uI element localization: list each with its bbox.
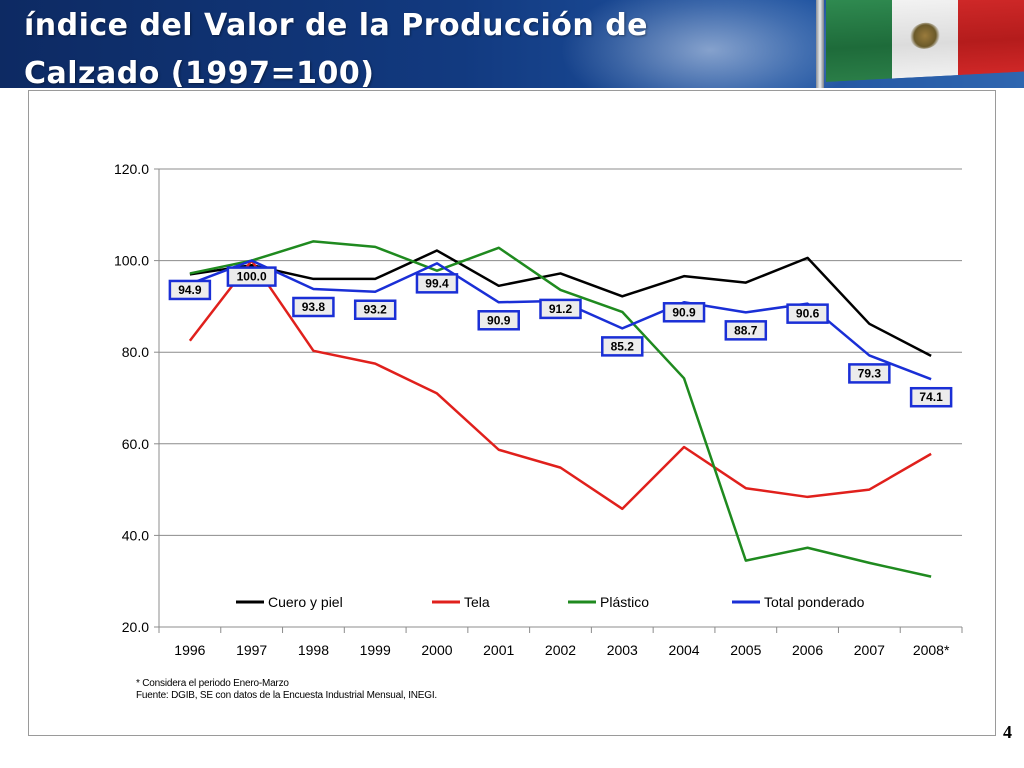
- series-lines: [188, 240, 932, 578]
- data-label-box: [724, 320, 768, 341]
- data-label-text: 90.9: [672, 305, 696, 319]
- x-tick-label: 2002: [545, 642, 576, 658]
- data-label: 91.2: [539, 298, 582, 320]
- footnote-period: * Considera el periodo Enero-Marzo: [136, 678, 289, 689]
- data-label: 90.9: [477, 310, 520, 331]
- data-label-box: [909, 386, 953, 408]
- data-label-text: 90.9: [487, 313, 511, 327]
- data-label-text: 91.2: [549, 302, 573, 316]
- data-label-text: 88.7: [734, 323, 758, 337]
- x-tick-label: 2008*: [913, 642, 950, 658]
- data-label: 88.7: [724, 320, 768, 341]
- data-label-box: [415, 273, 459, 294]
- y-tick-label: 100.0: [114, 253, 149, 269]
- chart-frame: [28, 90, 996, 736]
- data-label: 90.6: [786, 303, 829, 324]
- data-label: 90.9: [662, 302, 706, 323]
- footnote: * Considera el periodo Enero-Marzo Fuent…: [136, 678, 437, 702]
- data-label-box: [848, 363, 891, 384]
- data-label-text: 93.8: [302, 300, 326, 314]
- x-tick-label: 1998: [298, 642, 329, 658]
- chart-axes: [154, 168, 963, 633]
- x-tick-label: 2000: [421, 642, 452, 658]
- data-label-text: 94.9: [178, 283, 202, 297]
- data-label-box: [662, 302, 706, 323]
- data-label: 85.2: [601, 336, 644, 357]
- y-tick-labels: 20.0 40.0 60.0 80.0 100.0 120.0: [114, 161, 149, 635]
- data-label-box: [292, 296, 335, 318]
- legend-label: Tela: [464, 594, 490, 610]
- x-tick-labels: 1996 1997 1998 1999 2000 2001 2002 2003 2004 2005…: [174, 642, 950, 658]
- legend-item: Tela: [432, 594, 490, 610]
- flag-pole: [816, 0, 824, 88]
- x-tick-label: 1997: [236, 642, 267, 658]
- data-label-text: 100.0: [237, 270, 267, 284]
- data-label-box: [786, 303, 829, 324]
- grid-lines: [159, 168, 962, 536]
- x-tick-label: 2005: [730, 642, 761, 658]
- data-label-text: 99.4: [425, 276, 449, 290]
- data-label: 79.3: [848, 363, 891, 384]
- legend-item: Plástico: [568, 594, 649, 610]
- chart-legend: Cuero y piel Tela Plástico Total ponderado: [236, 594, 865, 610]
- y-tick-label: 40.0: [122, 527, 149, 543]
- page-number: 4: [1003, 722, 1012, 742]
- data-label-box: [477, 310, 520, 331]
- data-label-text: 90.6: [796, 307, 820, 321]
- data-label-text: 79.3: [858, 366, 882, 380]
- x-tick-label: 2004: [668, 642, 699, 658]
- y-tick-label: 60.0: [122, 436, 149, 452]
- x-tick-label: 1996: [174, 642, 205, 658]
- data-label: 74.1: [909, 386, 953, 408]
- x-tick-label: 1999: [360, 642, 391, 658]
- y-tick-label: 120.0: [114, 161, 149, 177]
- header-sheen: [560, 0, 860, 88]
- data-label: 94.9: [168, 279, 212, 301]
- x-tick-label: 2001: [483, 642, 514, 658]
- slide-title: índice del Valor de la Producción de Cal…: [24, 8, 649, 88]
- data-label-box: [353, 299, 397, 320]
- legend-item: Total ponderado: [732, 594, 865, 610]
- legend-item: Cuero y piel: [236, 594, 343, 610]
- data-label: 100.0: [226, 266, 277, 287]
- x-tick-label: 2003: [607, 642, 638, 658]
- data-label-text: 74.1: [919, 390, 943, 404]
- slide-header: índice del Valor de la Producción de Cal…: [0, 0, 1024, 88]
- y-tick-label: 20.0: [122, 619, 149, 635]
- data-label-box: [226, 266, 277, 287]
- data-label-box: [539, 298, 582, 320]
- data-label-box: [168, 279, 212, 301]
- data-label: 93.2: [353, 299, 397, 320]
- x-tick-label: 2006: [792, 642, 823, 658]
- legend-label: Plástico: [600, 594, 649, 610]
- data-label-box: [601, 336, 644, 357]
- data-label-text: 85.2: [611, 339, 635, 353]
- data-label: 99.4: [415, 273, 459, 294]
- data-labels: 94.9 100.0 93.8 93.2 99.4 90.9 91.2 85.2 90.9 88.…: [168, 266, 953, 408]
- series-line-2: [189, 240, 932, 578]
- series-line-0: [189, 249, 932, 357]
- legend-label: Total ponderado: [764, 594, 865, 610]
- data-label-text: 93.2: [364, 303, 388, 317]
- footnote-source: Fuente: DGIB, SE con datos de la Encuest…: [136, 690, 438, 701]
- x-tick-label: 2007: [854, 642, 885, 658]
- legend-label: Cuero y piel: [268, 594, 343, 610]
- data-label: 93.8: [292, 296, 335, 318]
- y-tick-label: 80.0: [122, 344, 149, 360]
- series-line-1: [188, 259, 932, 511]
